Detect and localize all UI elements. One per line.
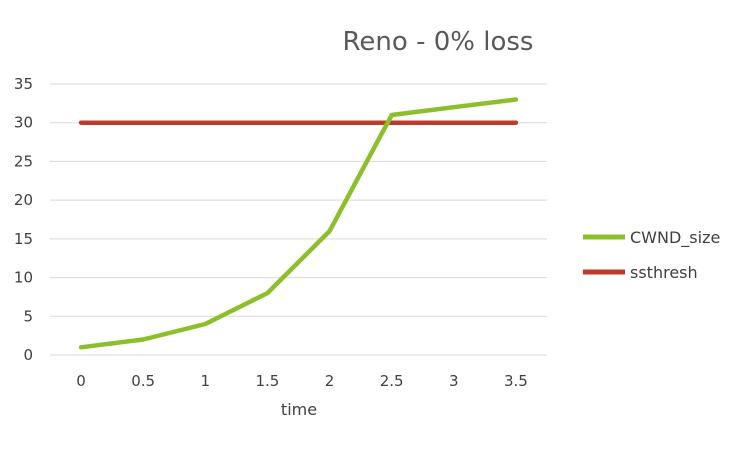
series-lines: [78, 97, 519, 350]
y-tick-label: 35: [14, 75, 33, 93]
x-tick-label: 0.5: [131, 372, 155, 390]
series-line-CWND_size: [78, 97, 519, 350]
x-tick-label: 1.5: [256, 372, 280, 390]
x-tick-label: 0: [76, 372, 86, 390]
y-axis: 0 5 10 15 20 25 30 35: [14, 75, 33, 364]
y-tick-label: 0: [23, 346, 33, 364]
x-axis: 0 0.5 1 1.5 2 2.5 3 3.5: [76, 372, 528, 390]
x-tick-label: 2: [325, 372, 335, 390]
y-tick-label: 10: [14, 269, 33, 287]
y-tick-label: 15: [14, 230, 33, 248]
x-tick-label: 2.5: [380, 372, 404, 390]
y-tick-label: 25: [14, 152, 33, 170]
x-tick-label: 1: [201, 372, 211, 390]
legend-label: ssthresh: [630, 263, 698, 282]
x-axis-label: time: [281, 400, 317, 419]
chart-title: Reno - 0% loss: [343, 27, 534, 57]
y-tick-label: 20: [14, 191, 33, 209]
x-tick-label: 3.5: [504, 372, 528, 390]
legend-label: CWND_size: [630, 228, 720, 248]
legend: CWND_size ssthresh: [583, 228, 720, 282]
y-tick-label: 30: [14, 114, 33, 132]
y-tick-label: 5: [23, 307, 33, 325]
x-tick-label: 3: [449, 372, 459, 390]
